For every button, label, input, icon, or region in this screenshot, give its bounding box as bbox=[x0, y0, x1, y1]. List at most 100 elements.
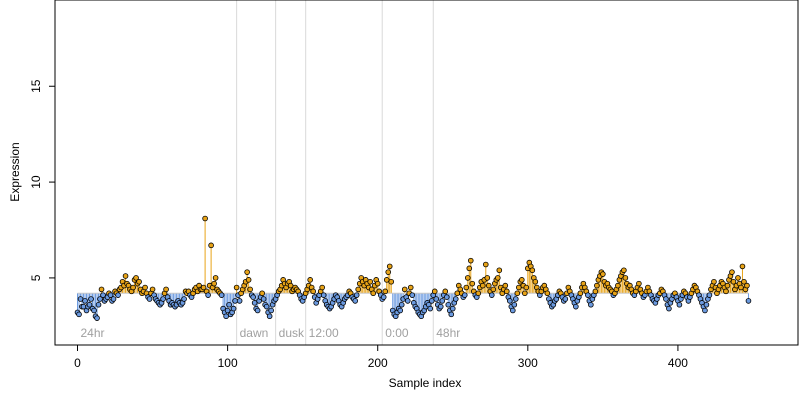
data-point bbox=[466, 265, 473, 272]
data-point bbox=[82, 298, 88, 304]
x-tick-label: 300 bbox=[518, 356, 538, 370]
data-point bbox=[95, 301, 102, 308]
data-point bbox=[100, 292, 106, 298]
data-point bbox=[516, 284, 522, 291]
data-point bbox=[250, 294, 256, 300]
data-point bbox=[233, 284, 240, 291]
y-tick-label: 5 bbox=[29, 274, 43, 281]
data-point bbox=[594, 282, 600, 289]
data-point bbox=[621, 267, 627, 274]
segment-label: 48hr bbox=[436, 326, 460, 340]
data-point bbox=[723, 288, 729, 295]
data-point bbox=[107, 292, 114, 298]
data-point bbox=[383, 277, 390, 283]
data-point bbox=[510, 307, 516, 314]
data-point bbox=[160, 296, 166, 302]
data-point bbox=[310, 288, 316, 295]
data-point bbox=[514, 290, 521, 297]
data-point bbox=[353, 292, 360, 298]
data-point bbox=[245, 277, 252, 283]
data-point bbox=[676, 301, 683, 308]
data-point bbox=[200, 284, 207, 291]
data-point bbox=[97, 296, 103, 302]
data-point bbox=[448, 311, 455, 318]
x-tick-label: 100 bbox=[218, 356, 238, 370]
data-point bbox=[469, 280, 476, 287]
data-point bbox=[663, 296, 669, 302]
data-point bbox=[467, 257, 474, 264]
data-point bbox=[251, 300, 258, 306]
data-point bbox=[254, 307, 261, 314]
data-point bbox=[562, 296, 569, 302]
data-point bbox=[519, 277, 525, 283]
data-point bbox=[490, 286, 497, 293]
data-point bbox=[211, 280, 217, 287]
data-point bbox=[735, 275, 741, 281]
data-point bbox=[445, 301, 452, 308]
data-point bbox=[615, 282, 621, 289]
data-point bbox=[98, 286, 105, 293]
data-point bbox=[404, 298, 411, 304]
data-point bbox=[86, 301, 93, 308]
x-tick-label: 0 bbox=[74, 356, 81, 370]
data-point bbox=[588, 301, 594, 308]
data-point bbox=[523, 284, 530, 291]
data-point bbox=[263, 303, 270, 310]
data-point bbox=[146, 296, 153, 302]
data-point bbox=[475, 290, 482, 297]
data-point bbox=[205, 292, 211, 298]
data-points bbox=[74, 215, 752, 321]
data-point bbox=[244, 269, 250, 275]
data-point bbox=[247, 286, 253, 293]
data-point bbox=[218, 292, 225, 298]
data-point bbox=[502, 282, 509, 289]
data-point bbox=[745, 298, 752, 304]
segment-labels: 24hr dawn dusk 12:00 0:00 48hr bbox=[81, 326, 461, 340]
data-point bbox=[577, 290, 584, 297]
data-point bbox=[741, 278, 747, 285]
data-point bbox=[319, 284, 325, 291]
data-point bbox=[77, 296, 84, 302]
data-point bbox=[287, 282, 294, 289]
data-point bbox=[739, 263, 746, 270]
data-point bbox=[163, 286, 169, 293]
data-point bbox=[355, 286, 362, 293]
data-point bbox=[529, 267, 536, 274]
data-point bbox=[94, 315, 100, 321]
data-point bbox=[382, 288, 389, 295]
data-point bbox=[507, 298, 513, 304]
data-point bbox=[307, 277, 313, 283]
data-point bbox=[380, 294, 387, 300]
data-point bbox=[130, 284, 136, 291]
data-point bbox=[266, 313, 273, 320]
data-point bbox=[208, 242, 214, 249]
data-point bbox=[427, 305, 434, 312]
segment-label: 24hr bbox=[81, 326, 105, 340]
data-point bbox=[585, 292, 591, 298]
data-point bbox=[494, 275, 501, 281]
x-axis: 0 100 200 300 400 bbox=[74, 344, 688, 370]
data-point bbox=[439, 298, 446, 304]
data-point bbox=[397, 307, 404, 314]
x-axis-title: Sample index bbox=[389, 376, 462, 390]
data-point bbox=[212, 275, 219, 281]
data-point bbox=[442, 288, 449, 295]
data-point bbox=[703, 301, 710, 308]
data-point bbox=[370, 290, 377, 297]
segment-label: dusk bbox=[279, 326, 305, 340]
segment-label: dawn bbox=[240, 326, 269, 340]
data-point bbox=[592, 288, 599, 295]
data-point bbox=[482, 261, 489, 268]
data-point bbox=[401, 286, 408, 293]
data-point bbox=[142, 284, 148, 291]
data-point bbox=[532, 278, 539, 285]
data-point bbox=[513, 296, 519, 302]
data-point bbox=[622, 275, 629, 281]
data-point bbox=[388, 278, 395, 285]
data-point bbox=[76, 311, 82, 318]
data-point bbox=[449, 305, 456, 312]
data-point bbox=[496, 267, 503, 274]
